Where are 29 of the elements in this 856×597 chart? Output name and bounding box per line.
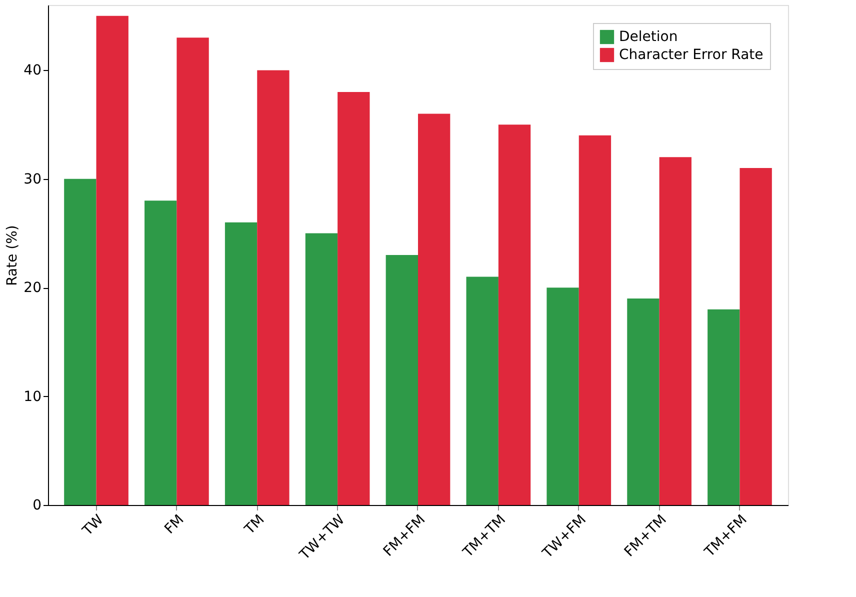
y-tick-label: 20 [24,280,42,296]
y-tick-label: 30 [24,171,42,188]
bar [386,255,418,505]
y-axis-title: Rate (%) [4,225,21,286]
bar [740,168,772,505]
bar [546,288,579,505]
bar [224,222,258,505]
bar [257,70,290,505]
bar [418,114,450,505]
y-tick-label: 0 [32,498,42,514]
x-tick-label: TM [241,512,268,538]
x-tick-label: TW [79,512,107,540]
bar [305,233,338,505]
bar [578,135,612,505]
legend-label: Character Error Rate [619,47,764,63]
bar [176,38,209,505]
bar [338,92,370,505]
y-tick-label: 40 [24,62,42,79]
y-tick-label: 10 [24,388,42,405]
bar [627,298,660,505]
bar [96,16,128,505]
bar [659,157,692,505]
bar [144,200,177,505]
bar [64,178,96,505]
legend-label: Deletion [619,29,678,45]
bar [498,124,531,505]
bar [466,276,498,505]
bar [708,309,740,505]
x-tick-label: FM [162,512,188,538]
